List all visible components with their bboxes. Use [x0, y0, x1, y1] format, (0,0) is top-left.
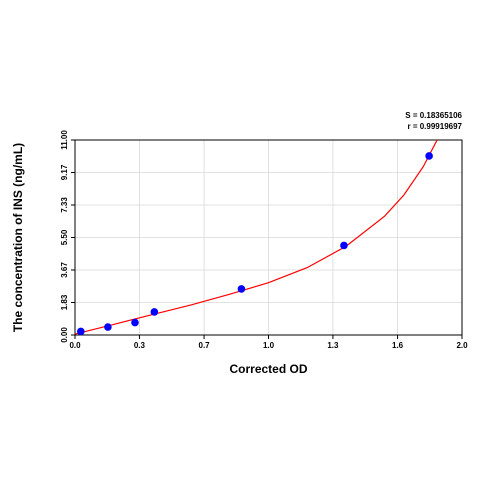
y-tick-label: 7.33: [60, 197, 69, 213]
data-points: [77, 152, 433, 336]
y-tick-label: 0.00: [60, 327, 69, 343]
gridlines: [75, 140, 462, 335]
y-tick-label: 3.67: [60, 262, 69, 278]
data-point: [104, 323, 112, 331]
y-tick-label: 9.17: [60, 164, 69, 180]
y-axis-ticks: 0.00 1.83 3.67 5.50 7.33 9.17 11.00: [60, 130, 75, 343]
data-point: [131, 318, 139, 327]
data-point: [425, 152, 433, 160]
y-tick-label: 1.83: [60, 294, 69, 310]
x-tick-label: 0.3: [134, 341, 146, 350]
fit-curve-line: [75, 140, 438, 335]
y-axis-title: The concentration of INS (ng/mL): [11, 143, 25, 332]
stat-s: S = 0.18365106: [405, 111, 462, 120]
stat-r: r = 0.99919697: [408, 122, 463, 131]
data-point: [77, 327, 85, 336]
data-point: [340, 241, 348, 250]
x-tick-label: 1.6: [392, 341, 404, 350]
x-tick-label: 1.0: [263, 341, 275, 350]
x-tick-label: 0.0: [69, 341, 81, 350]
x-tick-label: 1.3: [327, 341, 339, 350]
data-point: [237, 285, 246, 293]
y-tick-label: 11.00: [60, 130, 69, 150]
y-tick-label: 5.50: [60, 229, 69, 245]
x-tick-label: 0.7: [199, 341, 211, 350]
x-axis-ticks: 0.0 0.3 0.7 1.0 1.3 1.6 2.0: [69, 335, 468, 350]
x-axis-title: Corrected OD: [229, 362, 307, 376]
x-tick-label: 2.0: [456, 341, 468, 350]
data-point: [150, 308, 159, 316]
